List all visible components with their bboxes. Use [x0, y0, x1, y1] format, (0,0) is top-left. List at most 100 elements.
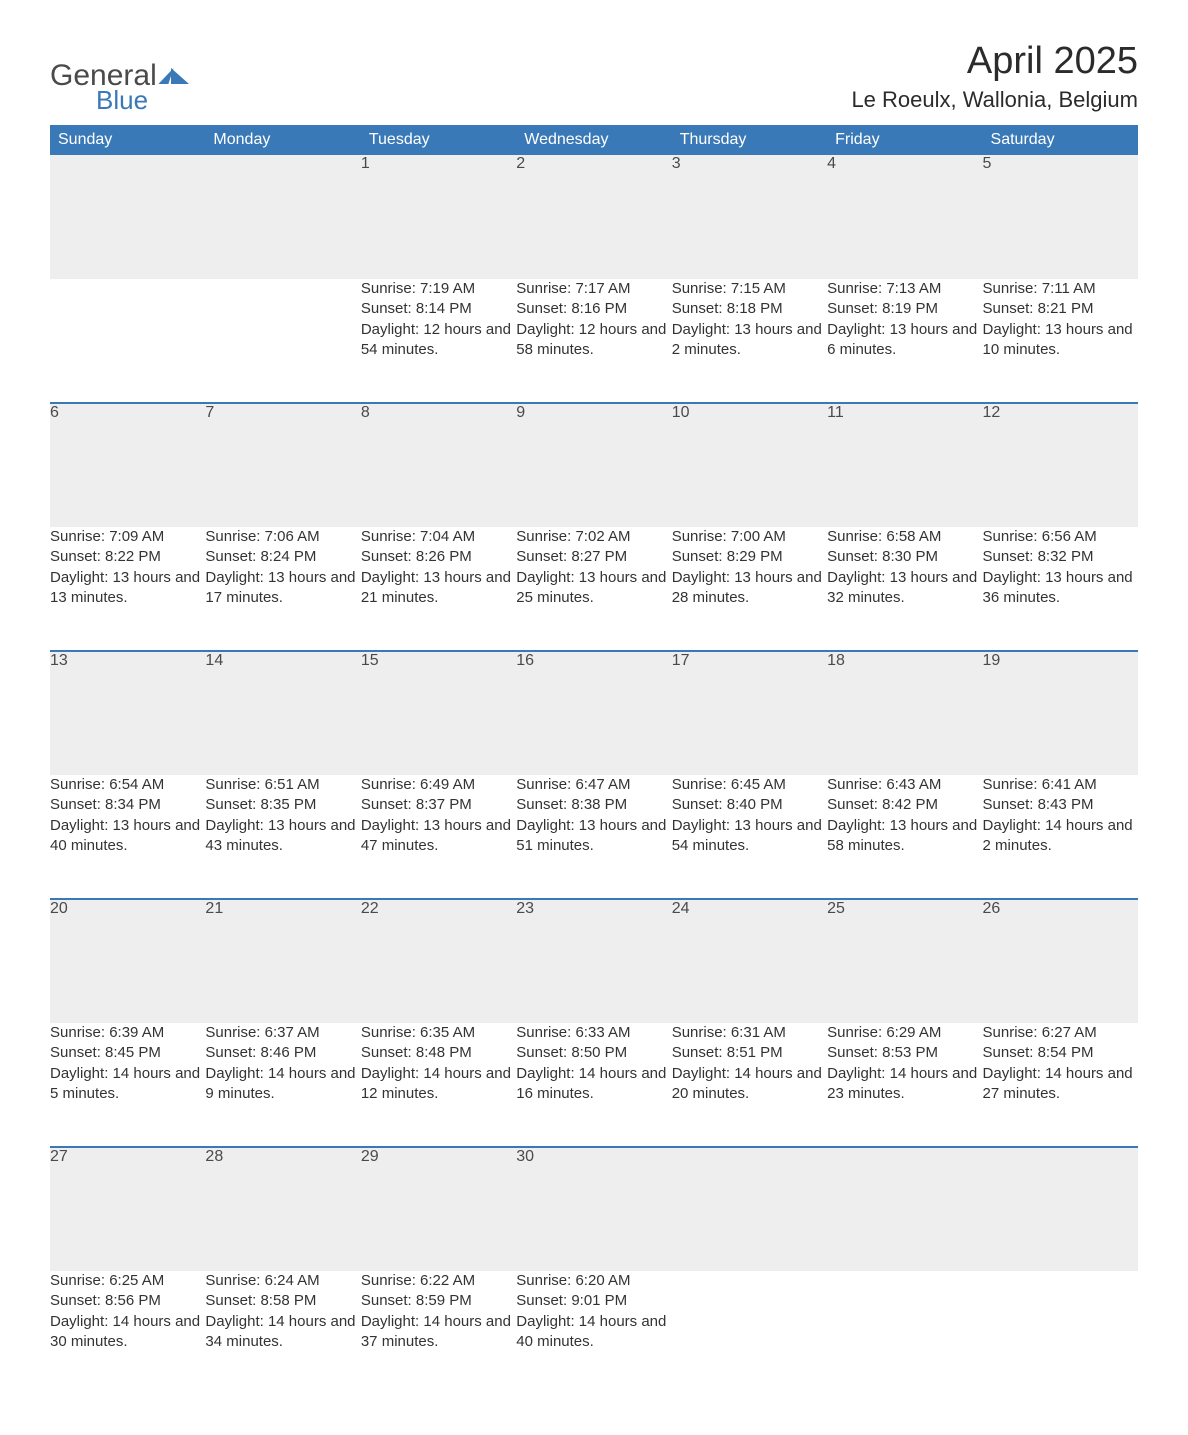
day-content-cell: Sunrise: 6:51 AMSunset: 8:35 PMDaylight:… — [205, 775, 360, 899]
day-content-cell: Sunrise: 6:24 AMSunset: 8:58 PMDaylight:… — [205, 1271, 360, 1395]
info-label: Daylight: — [205, 817, 268, 834]
info-value: 8:14 PM — [416, 300, 472, 317]
info-label: Sunset: — [361, 300, 416, 317]
info-label: Daylight: — [983, 569, 1046, 586]
day-number-cell: 16 — [516, 651, 671, 775]
day-content-cell: Sunrise: 6:54 AMSunset: 8:34 PMDaylight:… — [50, 775, 205, 899]
day-info-line: Sunrise: 6:51 AM — [205, 775, 360, 795]
info-value: 8:51 PM — [727, 1044, 783, 1061]
info-value: 8:56 PM — [105, 1292, 161, 1309]
info-label: Sunrise: — [983, 528, 1042, 545]
weekday-header: Monday — [205, 125, 360, 155]
day-info-line: Daylight: 14 hours and 9 minutes. — [205, 1064, 360, 1105]
day-info-line: Sunrise: 6:29 AM — [827, 1023, 982, 1043]
day-info-line: Daylight: 14 hours and 37 minutes. — [361, 1312, 516, 1353]
day-info-line: Sunrise: 6:45 AM — [672, 775, 827, 795]
day-info-line: Sunset: 8:59 PM — [361, 1291, 516, 1311]
info-value: 6:41 AM — [1042, 776, 1097, 793]
day-info-line: Daylight: 13 hours and 10 minutes. — [983, 320, 1138, 361]
day-info-line: Daylight: 14 hours and 34 minutes. — [205, 1312, 360, 1353]
day-info-line: Daylight: 14 hours and 12 minutes. — [361, 1064, 516, 1105]
info-label: Daylight: — [50, 817, 113, 834]
day-info-line: Sunset: 8:30 PM — [827, 547, 982, 567]
info-label: Daylight: — [516, 1313, 579, 1330]
day-info-line: Daylight: 13 hours and 25 minutes. — [516, 568, 671, 609]
info-label: Daylight: — [516, 817, 579, 834]
day-info-line: Daylight: 13 hours and 28 minutes. — [672, 568, 827, 609]
info-value: 6:33 AM — [575, 1024, 630, 1041]
info-label: Daylight: — [672, 1065, 735, 1082]
info-value: 8:24 PM — [260, 548, 316, 565]
info-value: 8:21 PM — [1038, 300, 1094, 317]
info-value: 6:29 AM — [886, 1024, 941, 1041]
day-content-cell: Sunrise: 6:25 AMSunset: 8:56 PMDaylight:… — [50, 1271, 205, 1395]
daynum-row: 12345 — [50, 155, 1138, 279]
day-info-line: Daylight: 14 hours and 2 minutes. — [983, 816, 1138, 857]
info-value: 6:37 AM — [265, 1024, 320, 1041]
day-info-line: Sunrise: 6:33 AM — [516, 1023, 671, 1043]
day-info-line: Daylight: 14 hours and 16 minutes. — [516, 1064, 671, 1105]
day-number-cell: 1 — [361, 155, 516, 279]
day-info-line: Sunrise: 6:54 AM — [50, 775, 205, 795]
day-number-cell: 17 — [672, 651, 827, 775]
info-label: Sunrise: — [983, 1024, 1042, 1041]
day-info-line: Sunrise: 7:06 AM — [205, 527, 360, 547]
info-value: 8:19 PM — [882, 300, 938, 317]
day-number-cell: 10 — [672, 403, 827, 527]
info-label: Daylight: — [983, 321, 1046, 338]
weekday-header: Sunday — [50, 125, 205, 155]
day-info-line: Sunset: 8:18 PM — [672, 299, 827, 319]
info-value: 6:25 AM — [109, 1272, 164, 1289]
location-subtitle: Le Roeulx, Wallonia, Belgium — [851, 87, 1138, 113]
day-number-cell — [672, 1147, 827, 1271]
info-label: Sunrise: — [672, 280, 731, 297]
info-value: 8:58 PM — [260, 1292, 316, 1309]
info-value: 7:11 AM — [1042, 280, 1096, 297]
info-label: Sunset: — [361, 1292, 416, 1309]
info-label: Sunset: — [672, 548, 727, 565]
day-number-cell: 7 — [205, 403, 360, 527]
day-info-line: Daylight: 13 hours and 6 minutes. — [827, 320, 982, 361]
info-label: Sunset: — [516, 548, 571, 565]
day-info-line: Sunset: 8:26 PM — [361, 547, 516, 567]
day-content-cell: Sunrise: 6:20 AMSunset: 9:01 PMDaylight:… — [516, 1271, 671, 1395]
day-number-cell: 5 — [983, 155, 1138, 279]
info-label: Sunrise: — [516, 1272, 575, 1289]
day-info-line: Sunset: 8:29 PM — [672, 547, 827, 567]
info-label: Daylight: — [983, 817, 1046, 834]
day-info-line: Sunrise: 7:02 AM — [516, 527, 671, 547]
info-label: Sunset: — [983, 796, 1038, 813]
day-content-cell: Sunrise: 6:45 AMSunset: 8:40 PMDaylight:… — [672, 775, 827, 899]
day-info-line: Daylight: 13 hours and 40 minutes. — [50, 816, 205, 857]
day-number-cell: 18 — [827, 651, 982, 775]
day-content-cell: Sunrise: 6:39 AMSunset: 8:45 PMDaylight:… — [50, 1023, 205, 1147]
day-info-line: Sunrise: 7:15 AM — [672, 279, 827, 299]
day-info-line: Sunset: 8:42 PM — [827, 795, 982, 815]
content-row: Sunrise: 7:09 AMSunset: 8:22 PMDaylight:… — [50, 527, 1138, 651]
info-label: Sunset: — [983, 548, 1038, 565]
day-content-cell: Sunrise: 6:29 AMSunset: 8:53 PMDaylight:… — [827, 1023, 982, 1147]
info-value: 6:56 AM — [1042, 528, 1097, 545]
info-label: Daylight: — [827, 817, 890, 834]
info-label: Sunrise: — [205, 1024, 264, 1041]
info-value: 8:43 PM — [1038, 796, 1094, 813]
info-value: 7:02 AM — [575, 528, 630, 545]
day-info-line: Sunrise: 6:24 AM — [205, 1271, 360, 1291]
info-label: Daylight: — [827, 569, 890, 586]
day-content-cell: Sunrise: 6:27 AMSunset: 8:54 PMDaylight:… — [983, 1023, 1138, 1147]
day-info-line: Sunrise: 6:47 AM — [516, 775, 671, 795]
day-content-cell: Sunrise: 7:04 AMSunset: 8:26 PMDaylight:… — [361, 527, 516, 651]
day-info-line: Daylight: 13 hours and 2 minutes. — [672, 320, 827, 361]
weekday-header: Saturday — [983, 125, 1138, 155]
day-content-cell: Sunrise: 7:02 AMSunset: 8:27 PMDaylight:… — [516, 527, 671, 651]
day-content-cell: Sunrise: 7:17 AMSunset: 8:16 PMDaylight:… — [516, 279, 671, 403]
day-info-line: Daylight: 14 hours and 20 minutes. — [672, 1064, 827, 1105]
day-info-line: Sunrise: 6:41 AM — [983, 775, 1138, 795]
day-info-line: Daylight: 13 hours and 54 minutes. — [672, 816, 827, 857]
day-content-cell: Sunrise: 7:15 AMSunset: 8:18 PMDaylight:… — [672, 279, 827, 403]
info-label: Sunset: — [50, 1292, 105, 1309]
day-number-cell: 27 — [50, 1147, 205, 1271]
info-value: 6:54 AM — [109, 776, 164, 793]
info-label: Daylight: — [516, 1065, 579, 1082]
day-info-line: Sunrise: 6:22 AM — [361, 1271, 516, 1291]
